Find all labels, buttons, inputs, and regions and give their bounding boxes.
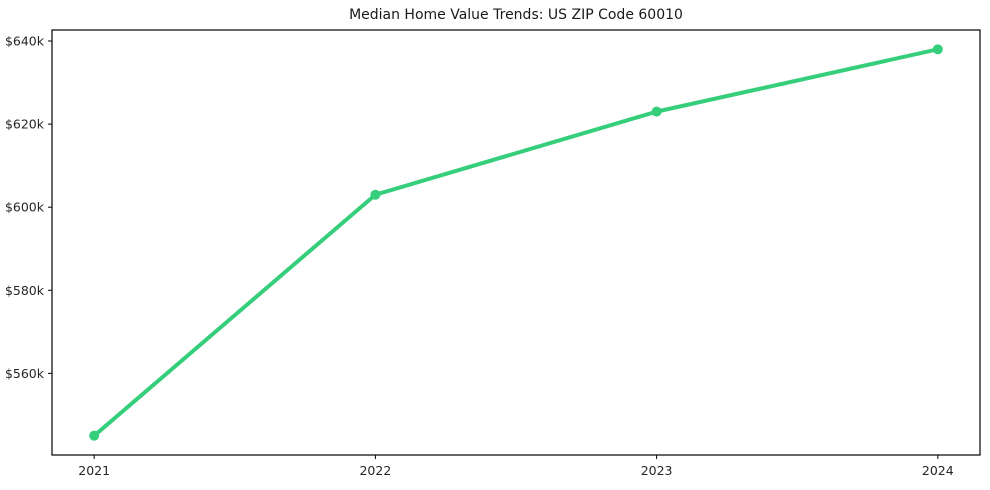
x-tick-label: 2022 (359, 463, 391, 478)
y-tick-label: $560k (5, 366, 45, 381)
x-tick-label: 2023 (641, 463, 673, 478)
data-point (651, 106, 662, 117)
y-tick-label: $600k (5, 200, 45, 215)
x-tick-label: 2021 (78, 463, 110, 478)
x-tick-label: 2024 (922, 463, 954, 478)
y-tick-label: $620k (5, 117, 45, 132)
data-point (89, 430, 100, 441)
trend-line (92, 47, 940, 438)
data-point (370, 189, 381, 200)
plot-border (51, 29, 981, 456)
data-point (932, 44, 943, 55)
y-tick-label: $640k (5, 34, 45, 49)
y-tick-label: $580k (5, 283, 45, 298)
chart-title: Median Home Value Trends: US ZIP Code 60… (349, 7, 683, 23)
